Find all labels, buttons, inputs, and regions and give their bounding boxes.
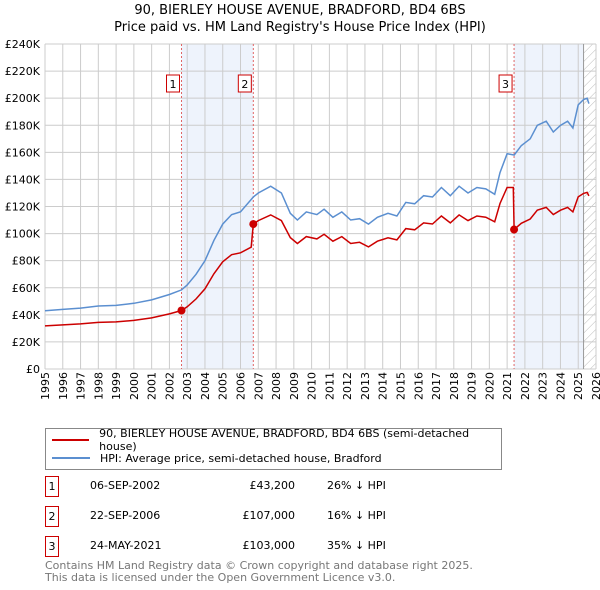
- transaction-price: £103,000: [242, 539, 296, 552]
- y-tick-label: £160K: [5, 146, 41, 159]
- x-tick-label: 1998: [92, 372, 105, 400]
- y-tick-label: £20K: [12, 336, 41, 349]
- legend: 90, BIERLEY HOUSE AVENUE, BRADFORD, BD4 …: [45, 427, 502, 470]
- x-tick-label: 2025: [572, 372, 585, 400]
- x-tick-label: 2005: [217, 372, 230, 400]
- hpi-series-line: [44, 97, 590, 312]
- sale-point: [177, 306, 186, 315]
- x-tick-label: 2020: [483, 372, 496, 400]
- sale-label-box: [166, 74, 181, 93]
- x-tick-label: 2019: [466, 372, 479, 400]
- y-tick-label: £140K: [5, 173, 41, 186]
- x-tick-label: 2024: [554, 372, 567, 400]
- legend-swatch-red: [52, 439, 90, 441]
- y-tick-label: £60K: [12, 282, 41, 295]
- sale-label: 2: [241, 78, 248, 91]
- transaction-hpi: 26% ↓ HPI: [327, 479, 386, 492]
- x-tick-label: 2026: [590, 372, 600, 400]
- footer-copyright: Contains HM Land Registry data © Crown c…: [45, 559, 473, 572]
- x-tick-label: 2011: [323, 372, 336, 400]
- legend-label-hpi: HPI: Average price, semi-detached house,…: [100, 451, 382, 465]
- sale-label-box: [498, 74, 513, 93]
- legend-item-property: 90, BIERLEY HOUSE AVENUE, BRADFORD, BD4 …: [52, 427, 501, 453]
- transaction-number: 1: [45, 476, 59, 497]
- legend-item-hpi: HPI: Average price, semi-detached house,…: [52, 450, 382, 466]
- x-tick-label: 2007: [252, 372, 265, 400]
- transaction-date: 24-MAY-2021: [90, 539, 162, 552]
- sale-point: [510, 225, 519, 234]
- x-tick-label: 2002: [163, 372, 176, 400]
- x-tick-label: 2013: [359, 372, 372, 400]
- chart-svg: £0 £20K £40K £60K £80K £100K £120K £140K £160K £1…: [5, 38, 600, 400]
- footer-licence: This data is licensed under the Open Gov…: [45, 571, 396, 584]
- chart-title: 90, BIERLEY HOUSE AVENUE, BRADFORD, BD4 …: [134, 3, 466, 18]
- price-paid-series-line: [44, 186, 590, 327]
- y-tick-label: £240K: [5, 38, 41, 51]
- x-tick-label: 2000: [128, 372, 141, 400]
- x-tick-label: 2001: [146, 372, 159, 400]
- transaction-hpi: 16% ↓ HPI: [327, 509, 386, 522]
- x-tick-label: 1996: [57, 372, 70, 400]
- x-tick-label: 2021: [501, 372, 514, 400]
- x-tick-label: 2023: [537, 372, 550, 400]
- x-tick-label: 2004: [199, 372, 212, 400]
- sale-label: 3: [502, 78, 509, 91]
- x-tick-label: 2022: [519, 372, 532, 400]
- y-tick-label: £80K: [12, 255, 41, 268]
- x-tick-label: 2010: [306, 372, 319, 400]
- transaction-date: 06-SEP-2002: [90, 479, 161, 492]
- x-tick-label: 2003: [181, 372, 194, 400]
- x-tick-label: 2017: [430, 372, 443, 400]
- x-tick-label: 2012: [341, 372, 354, 400]
- y-tick-label: £220K: [5, 65, 41, 78]
- transaction-number: 3: [45, 536, 59, 557]
- transaction-number: 2: [45, 506, 59, 527]
- x-tick-label: 1995: [39, 372, 52, 400]
- x-tick-label: 2018: [448, 372, 461, 400]
- x-tick-label: 2009: [288, 372, 301, 400]
- x-tick-label: 2015: [394, 372, 407, 400]
- y-tick-label: £120K: [5, 201, 41, 214]
- sale-label: 1: [170, 78, 177, 91]
- sale-point: [249, 220, 258, 229]
- transaction-price: £43,200: [249, 479, 296, 492]
- y-tick-label: £40K: [12, 309, 41, 322]
- legend-swatch-blue: [52, 457, 90, 459]
- x-tick-label: 2016: [412, 372, 425, 400]
- y-tick-label: £100K: [5, 228, 41, 241]
- x-tick-label: 1999: [110, 372, 123, 400]
- y-tick-label: £0: [26, 363, 40, 376]
- transaction-hpi: 35% ↓ HPI: [327, 539, 386, 552]
- y-tick-label: £200K: [5, 92, 41, 105]
- x-tick-label: 2006: [235, 372, 248, 400]
- x-tick-label: 2008: [270, 372, 283, 400]
- x-tick-label: 1997: [75, 372, 88, 400]
- transaction-price: £107,000: [242, 509, 296, 522]
- y-tick-label: £180K: [5, 119, 41, 132]
- sale-label-box: [237, 74, 252, 93]
- transaction-date: 22-SEP-2006: [90, 509, 161, 522]
- legend-label-property: 90, BIERLEY HOUSE AVENUE, BRADFORD, BD4 …: [99, 427, 470, 453]
- x-tick-label: 2014: [377, 372, 390, 400]
- chart-subtitle: Price paid vs. HM Land Registry's House …: [114, 20, 486, 35]
